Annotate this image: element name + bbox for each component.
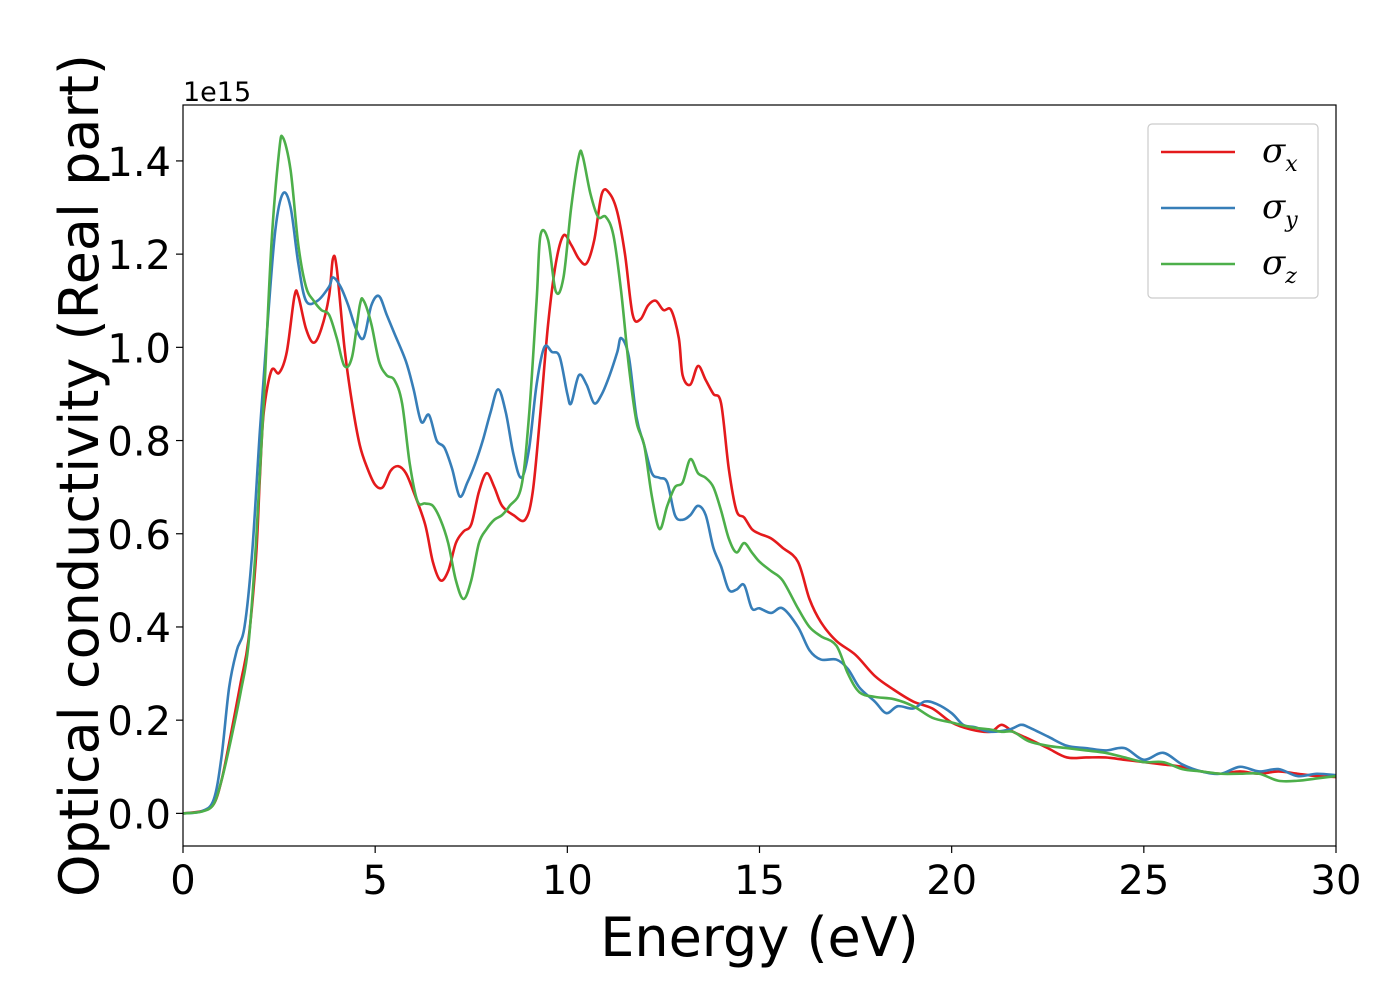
legend-subscript: z xyxy=(1284,264,1297,289)
legend-symbol: σ xyxy=(1262,187,1286,227)
y-offset-label: 1e15 xyxy=(183,77,251,108)
y-tick-label: 1.2 xyxy=(107,233,171,279)
y-tick-label: 0.6 xyxy=(107,513,171,559)
legend-box xyxy=(1147,123,1319,299)
y-tick-label: 1.0 xyxy=(107,326,171,372)
series-layer xyxy=(183,134,1336,815)
legend-label-y: σy xyxy=(1262,187,1298,233)
y-tick-label: 0.8 xyxy=(107,420,171,466)
y-tick-label: 1.4 xyxy=(107,140,171,186)
ticks-layer: 0 5 10 15 20 25 30 0.0 0.2 0.4 0.6 0.8 1.0 1.2 1.4 xyxy=(107,140,1361,904)
x-tick-label: 25 xyxy=(1118,858,1169,904)
y-axis-label: Optical conductivity (Real part) xyxy=(48,54,111,897)
x-tick-label: 20 xyxy=(926,858,977,904)
y-tick-label: 0.2 xyxy=(107,699,171,745)
y-tick-label: 0.4 xyxy=(107,606,171,652)
x-tick-label: 0 xyxy=(170,858,195,904)
plot-frame xyxy=(182,104,1337,847)
series-line-x xyxy=(183,188,1336,815)
x-tick-label: 10 xyxy=(542,858,593,904)
legend-symbol: σ xyxy=(1262,131,1286,171)
legend-subscript: x xyxy=(1285,152,1298,177)
series-line-z xyxy=(183,134,1336,815)
legend-subscript: y xyxy=(1284,208,1298,233)
y-tick-label: 0.0 xyxy=(107,792,171,838)
x-axis-label: Energy (eV) xyxy=(600,906,919,969)
legend-label-z: σz xyxy=(1262,243,1297,289)
legend-symbol: σ xyxy=(1262,243,1286,283)
legend-label-x: σx xyxy=(1262,131,1298,177)
x-tick-label: 5 xyxy=(362,858,387,904)
x-tick-label: 30 xyxy=(1311,858,1362,904)
x-tick-label: 15 xyxy=(734,858,785,904)
